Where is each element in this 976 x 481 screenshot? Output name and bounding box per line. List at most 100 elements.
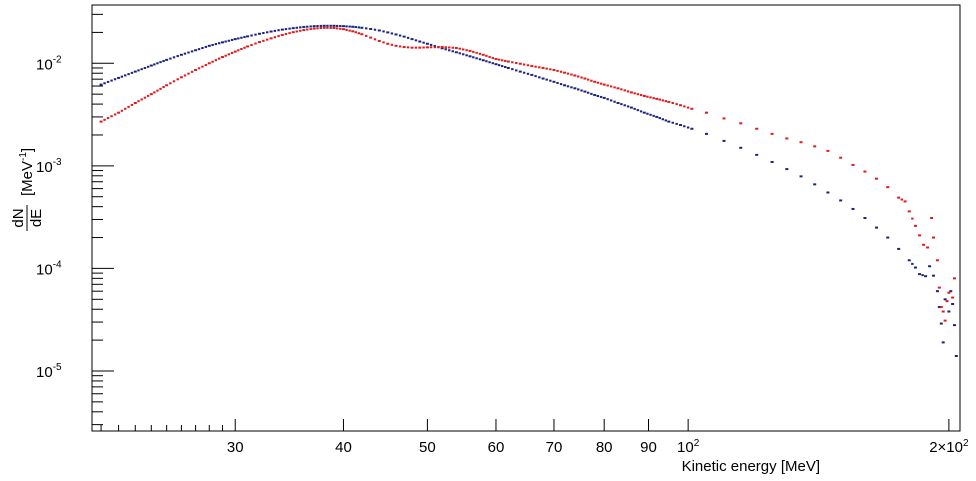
data-point-interp (664, 100, 668, 103)
data-point-interp (921, 274, 924, 277)
data-point (117, 111, 121, 114)
data-point-interp (429, 46, 433, 49)
data-point-interp (398, 45, 402, 48)
data-point-interp (683, 105, 686, 108)
data-point-interp (491, 56, 494, 59)
data-point (149, 93, 153, 96)
data-point (943, 319, 947, 322)
data-point (932, 236, 936, 239)
data-point (770, 161, 774, 164)
x-tick-label-base: 40 (335, 439, 352, 456)
data-point-interp (522, 71, 526, 74)
data-point-interp (373, 38, 377, 41)
data-point (117, 76, 121, 79)
x-tick-label: 30 (227, 439, 244, 456)
data-point (755, 127, 759, 130)
data-point-interp (633, 92, 636, 95)
data-point-interp (549, 79, 552, 82)
x-tick-label-base: 90 (640, 439, 657, 456)
data-point (907, 210, 911, 213)
data-point (642, 94, 646, 97)
data-point (863, 217, 867, 220)
data-point-interp (390, 43, 394, 46)
data-point-interp (237, 37, 240, 40)
data-point-interp (633, 107, 636, 110)
data-point-interp (250, 43, 253, 46)
data-point-interp (515, 61, 518, 64)
data-point (481, 53, 485, 56)
data-point-interp (127, 73, 130, 76)
data-point (839, 199, 843, 202)
data-point-interp (201, 65, 204, 68)
data-point (951, 296, 955, 299)
data-point-interp (137, 100, 140, 103)
data-point-interp (373, 28, 377, 31)
data-point-interp (623, 89, 626, 92)
data-point-interp (488, 55, 491, 58)
data-point-interp (475, 51, 478, 54)
data-point (133, 70, 137, 73)
data-point (394, 33, 398, 36)
data-point-interp (620, 103, 623, 106)
data-point (99, 120, 103, 123)
data-point (655, 115, 659, 118)
data-point (280, 28, 284, 31)
data-point-interp (190, 50, 194, 53)
data-point (481, 59, 485, 62)
data-point-interp (156, 62, 159, 65)
data-point (679, 104, 683, 107)
data-point-interp (243, 46, 246, 49)
data-point (739, 146, 743, 149)
data-point-interp (169, 82, 172, 85)
data-point-interp (140, 68, 143, 71)
data-point (602, 96, 606, 99)
data-point (918, 273, 922, 276)
data-point-interp (204, 45, 208, 48)
data-point (667, 120, 671, 123)
data-point-interp (382, 30, 385, 33)
data-point-interp (406, 36, 410, 39)
data-point-interp (113, 113, 117, 116)
data-point-interp (339, 27, 342, 30)
data-point (937, 306, 941, 309)
data-point-interp (140, 98, 143, 101)
data-point (941, 341, 945, 344)
data-point-interp (580, 89, 583, 92)
data-point (233, 50, 237, 53)
data-point (233, 38, 237, 41)
data-point-interp (451, 50, 454, 53)
data-point (425, 42, 429, 45)
data-point (722, 139, 726, 142)
data-point-interp (316, 27, 319, 30)
data-point (863, 170, 867, 173)
data-point (602, 83, 606, 86)
data-point-interp (534, 75, 537, 78)
data-point (667, 100, 671, 103)
data-point-interp (646, 112, 649, 115)
data-point (947, 291, 951, 294)
data-point (149, 64, 153, 67)
data-point (269, 37, 273, 40)
data-point-interp (422, 46, 425, 49)
data-point-interp (211, 60, 214, 63)
data-point-interp (472, 50, 475, 53)
data-point (258, 41, 262, 44)
data-point (468, 49, 472, 52)
data-point-interp (458, 52, 461, 55)
x-tick-label-exp: 2 (963, 438, 969, 449)
data-point-interp (146, 65, 150, 68)
x-tick-label: 80 (596, 439, 613, 456)
data-point-interp (130, 71, 134, 74)
data-point-interp (448, 49, 451, 52)
data-point-interp (243, 36, 246, 39)
data-point-interp (162, 59, 165, 62)
data-point-interp (254, 42, 257, 45)
data-point-interp (224, 40, 227, 43)
data-point (943, 298, 947, 301)
data-point (851, 207, 855, 210)
data-point-interp (110, 79, 113, 82)
data-point-interp (137, 69, 140, 72)
data-point-interp (240, 36, 243, 39)
data-point-interp (306, 28, 309, 31)
